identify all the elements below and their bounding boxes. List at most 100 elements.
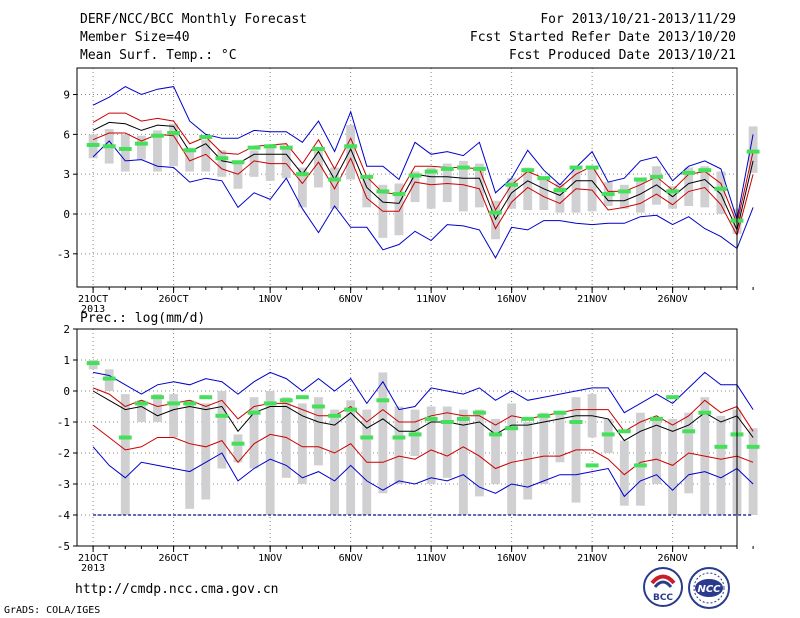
- x-tick-label: 26NOV: [658, 294, 688, 305]
- median-marker: [215, 156, 229, 161]
- spread-box: [249, 397, 259, 469]
- spread-box: [491, 418, 500, 484]
- x-tick-label: 1NOV: [258, 294, 282, 305]
- median-marker: [392, 435, 406, 440]
- ncc-logo: NCC: [688, 567, 730, 609]
- median-marker: [167, 401, 181, 406]
- x-tick-label: 21NOV: [577, 553, 607, 564]
- spread-box: [635, 412, 645, 506]
- spread-box: [153, 130, 162, 172]
- median-marker: [617, 189, 631, 194]
- x-tick-label: 26NOV: [658, 553, 688, 564]
- median-marker: [263, 144, 277, 149]
- x-tick-label: 16NOV: [497, 553, 527, 564]
- x-tick-label: 11NOV: [416, 553, 446, 564]
- median-marker: [183, 148, 197, 153]
- median-marker: [247, 410, 261, 415]
- spread-box: [539, 176, 549, 211]
- spread-box: [555, 183, 565, 213]
- spread-box: [426, 406, 436, 484]
- median-marker: [231, 160, 245, 165]
- median-marker: [360, 435, 374, 440]
- median-marker: [328, 413, 341, 418]
- spread-box: [378, 372, 388, 494]
- series-line-lower: [92, 424, 754, 476]
- median-marker: [505, 426, 519, 431]
- median-marker: [440, 420, 454, 424]
- spread-box: [458, 160, 468, 212]
- spread-box: [233, 160, 243, 189]
- y-tick-label: 1: [63, 354, 70, 367]
- median-marker: [344, 407, 358, 412]
- median-marker: [199, 135, 213, 140]
- spread-box: [426, 167, 436, 209]
- median-marker: [698, 410, 712, 415]
- spread-box: [362, 176, 372, 208]
- median-marker: [714, 444, 728, 449]
- median-marker: [86, 361, 100, 366]
- x-year-label: 2013: [81, 304, 105, 315]
- spread-box: [169, 123, 179, 167]
- median-marker: [118, 146, 132, 151]
- spread-box: [265, 391, 275, 515]
- median-marker: [505, 182, 519, 187]
- y-tick-label: -3: [57, 248, 70, 261]
- spread-box: [136, 400, 146, 422]
- median-marker: [376, 189, 390, 194]
- member-size: Member Size=40: [80, 30, 190, 45]
- svg-text:NCC: NCC: [697, 584, 721, 595]
- y-tick-label: -4: [57, 509, 71, 522]
- y-tick-label: -2: [57, 447, 70, 460]
- x-tick-label: 11NOV: [416, 294, 446, 305]
- precip-label: Prec.: log(mm/d): [80, 311, 206, 326]
- median-marker: [553, 188, 567, 193]
- spread-box: [458, 409, 468, 515]
- spread-box: [716, 415, 726, 515]
- spread-box: [297, 167, 307, 208]
- median-marker: [698, 168, 712, 173]
- y-tick-label: 3: [63, 168, 70, 181]
- median-marker: [247, 145, 261, 150]
- spread-box: [555, 412, 565, 463]
- spread-box: [619, 184, 629, 209]
- precipitation-panel: -5 -4 -3 -2 -1 0 1 2 21OCT 26OCT 1NOV 6NOV 11NOV 16NO…: [57, 323, 760, 574]
- spread-box: [314, 397, 323, 466]
- median-marker: [215, 413, 229, 418]
- median-marker: [167, 131, 181, 136]
- median-marker: [633, 463, 647, 468]
- spread-box: [217, 150, 227, 177]
- spread-box: [442, 163, 452, 203]
- spread-box: [314, 147, 323, 188]
- median-marker: [553, 410, 567, 415]
- spread-box: [169, 394, 179, 438]
- median-marker: [279, 145, 293, 150]
- spread-box: [523, 167, 533, 211]
- x-tick-label: 26OCT: [159, 294, 189, 305]
- median-marker: [473, 410, 486, 415]
- median-marker: [650, 416, 663, 421]
- median-marker: [746, 444, 760, 449]
- plot-frame: [76, 328, 738, 547]
- forecast-title: DERF/NCC/BCC Monthly Forecast: [80, 12, 307, 27]
- grads-credit: GrADS: COLA/IGES: [4, 605, 101, 616]
- forecast-produced-date: Fcst Produced Date 2013/10/21: [509, 48, 736, 63]
- median-marker: [263, 401, 277, 406]
- median-marker: [601, 432, 615, 437]
- median-marker: [279, 398, 293, 403]
- series-line-upper: [92, 387, 754, 432]
- spread-box: [346, 400, 356, 515]
- median-marker: [408, 432, 422, 437]
- median-marker: [569, 165, 583, 170]
- spread-box: [394, 183, 404, 236]
- series-line-mean: [92, 121, 754, 232]
- y-tick-label: 0: [63, 385, 70, 398]
- series-line-lower: [92, 132, 754, 237]
- median-marker: [601, 192, 615, 197]
- spread-box: [507, 403, 517, 515]
- source-url[interactable]: http://cmdp.ncc.cma.gov.cn: [75, 582, 279, 597]
- x-tick-label: 21OCT: [78, 553, 108, 564]
- spread-box: [153, 394, 162, 422]
- median-marker: [650, 174, 663, 179]
- y-tick-label: 6: [63, 128, 70, 141]
